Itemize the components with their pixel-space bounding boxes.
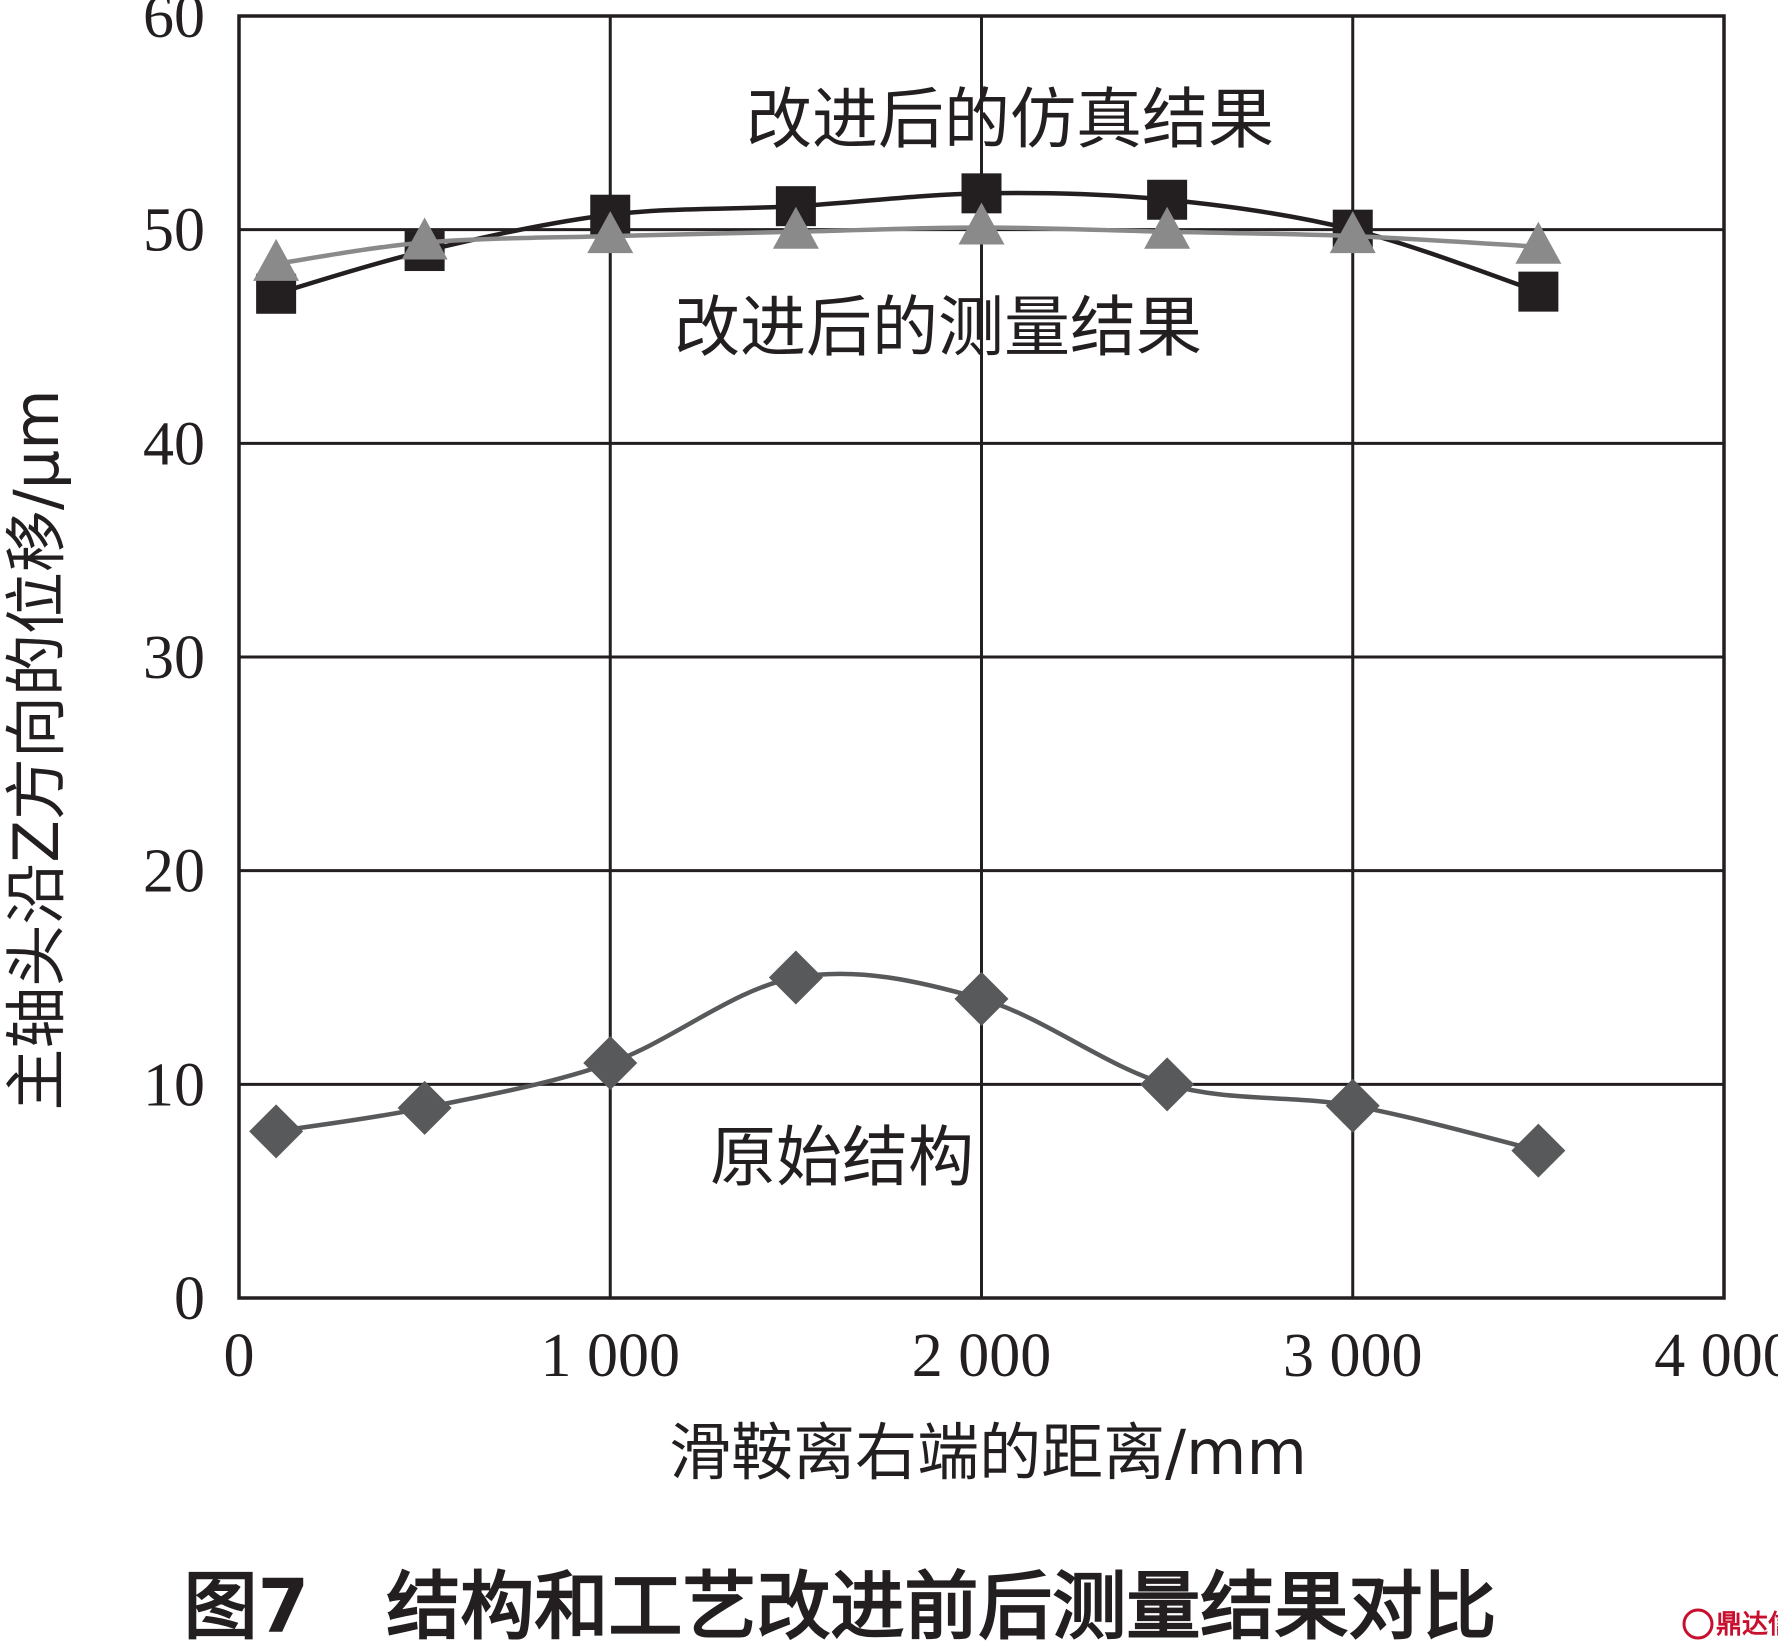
y-tick-label: 30: [143, 624, 205, 692]
data-point-diamond: [583, 1035, 638, 1090]
x-tick-label: 3 000: [1283, 1322, 1423, 1390]
data-point-diamond: [249, 1104, 304, 1159]
x-tick-label: 4 000: [1654, 1322, 1778, 1390]
tick-labels: 0 10 20 30 40 50 60 0 1 000 2 000 3 000 4 000: [143, 0, 1778, 1390]
y-tick-label: 60: [143, 0, 205, 51]
series-line: [275, 225, 1539, 267]
data-point-triangle: [772, 206, 819, 249]
data-point-diamond: [1325, 1078, 1380, 1133]
x-axis-label: 滑鞍离右端的距离/mm: [669, 1416, 1307, 1489]
data-point-triangle: [1515, 221, 1562, 264]
watermark-text: 鼎达信: [1716, 1610, 1778, 1640]
series-label-original: 原始结构: [710, 1119, 974, 1196]
data-point-triangle: [1329, 211, 1376, 254]
series-layer: [249, 173, 1566, 1178]
data-point-square: [1518, 271, 1559, 312]
data-point-diamond: [954, 971, 1009, 1026]
series-line: [275, 971, 1539, 1153]
watermark-logo: 鼎达信: [1682, 1608, 1778, 1640]
series-triangle: [253, 202, 1562, 281]
figure-caption: 图7 结构和工艺改进前后测量结果对比: [184, 1564, 1497, 1649]
data-point-triangle: [253, 238, 300, 281]
data-point-triangle: [401, 217, 448, 260]
series-diamond: [249, 950, 1566, 1178]
y-tick-label: 0: [174, 1265, 205, 1333]
series-label-measurement: 改进后的测量结果: [674, 289, 1202, 366]
data-point-triangle: [1144, 206, 1191, 249]
y-axis-label: 主轴头沿Z方向的位移/μm: [0, 389, 73, 1110]
x-tick-label: 2 000: [912, 1322, 1052, 1390]
data-point-diamond: [397, 1080, 452, 1135]
y-tick-label: 40: [143, 410, 205, 478]
data-point-diamond: [768, 950, 823, 1005]
series-label-simulation: 改进后的仿真结果: [746, 81, 1274, 158]
x-tick-label: 1 000: [541, 1322, 681, 1390]
data-point-diamond: [1511, 1123, 1566, 1178]
y-tick-label: 20: [143, 838, 205, 906]
x-tick-label: 0: [224, 1322, 255, 1390]
y-tick-label: 10: [143, 1051, 205, 1119]
plot-frame: [237, 14, 1726, 1300]
data-point-diamond: [1140, 1057, 1195, 1112]
data-point-triangle: [958, 202, 1005, 245]
data-point-triangle: [587, 211, 634, 254]
y-tick-label: 50: [143, 197, 205, 265]
